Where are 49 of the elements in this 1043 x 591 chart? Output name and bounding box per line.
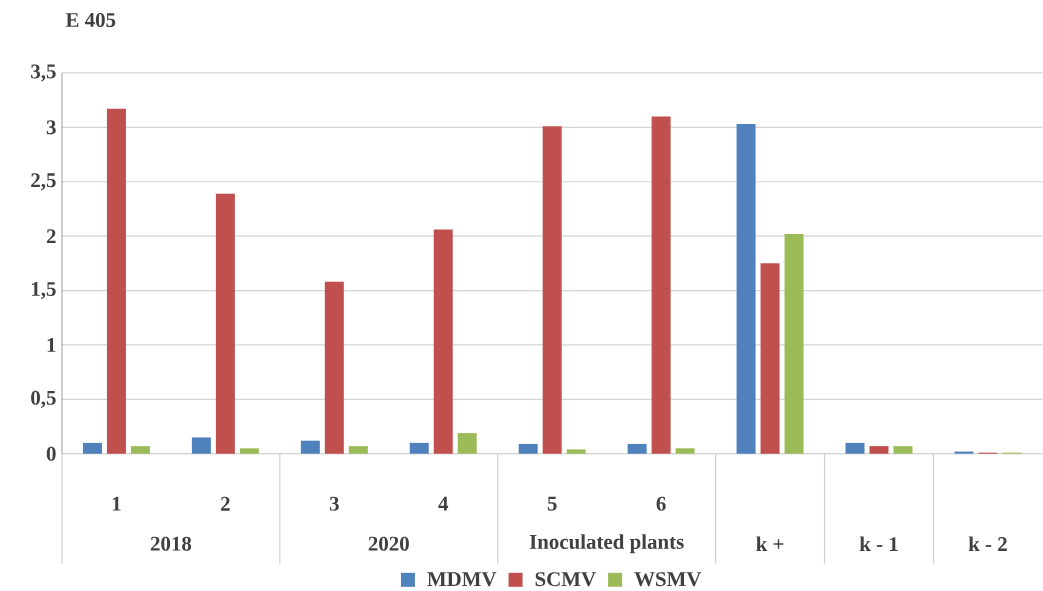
y-tick-label: 3 (46, 120, 56, 135)
bar (651, 116, 671, 454)
bar (433, 229, 453, 454)
bar (954, 451, 974, 454)
x-tick-label: 3 (329, 496, 339, 511)
text: 2020 (368, 536, 409, 551)
bar (627, 443, 647, 454)
bar (760, 263, 780, 454)
bar (82, 442, 102, 454)
bar (300, 440, 320, 454)
bar (106, 108, 126, 454)
bar (542, 126, 562, 454)
bar (409, 442, 429, 454)
x-tick-label: 5 (547, 496, 557, 511)
bar (130, 445, 150, 454)
bar (784, 233, 804, 454)
x-tick-label: 4 (438, 496, 449, 511)
y-tick-label: 1,5 (31, 281, 56, 299)
bar (736, 123, 756, 454)
x-tick-label: 2 (221, 496, 230, 511)
y-tick-label: 0 (46, 446, 56, 461)
y-tick-label: 1 (47, 337, 56, 352)
legend-label: MDMV (427, 571, 497, 586)
bar (845, 442, 865, 454)
bar (457, 432, 477, 454)
y-tick-label: 3,5 (31, 64, 56, 82)
bar (869, 445, 889, 454)
x-tick-label: 1 (112, 496, 121, 511)
x-tick-label: 6 (656, 496, 666, 511)
y-tick-label: 2 (46, 228, 56, 243)
legend-label: SCMV (535, 571, 596, 587)
bar (191, 437, 211, 454)
bar (348, 445, 368, 454)
text: 2018 (150, 536, 192, 551)
legend-label: WSMV (634, 571, 702, 587)
text: k - 1 (859, 536, 898, 551)
y-axis-title: E 405 (65, 12, 116, 27)
bar (675, 448, 695, 454)
text: k - 2 (968, 536, 1007, 551)
bar (518, 443, 538, 454)
y-tick-label: 0,5 (31, 390, 56, 408)
bar (893, 445, 913, 454)
bar (566, 449, 586, 454)
bar (324, 281, 344, 454)
y-tick-label: 2,5 (31, 172, 56, 191)
text: k + (756, 536, 784, 551)
bar (215, 193, 235, 454)
text: Inoculated plants (529, 533, 684, 553)
bar (239, 448, 259, 454)
